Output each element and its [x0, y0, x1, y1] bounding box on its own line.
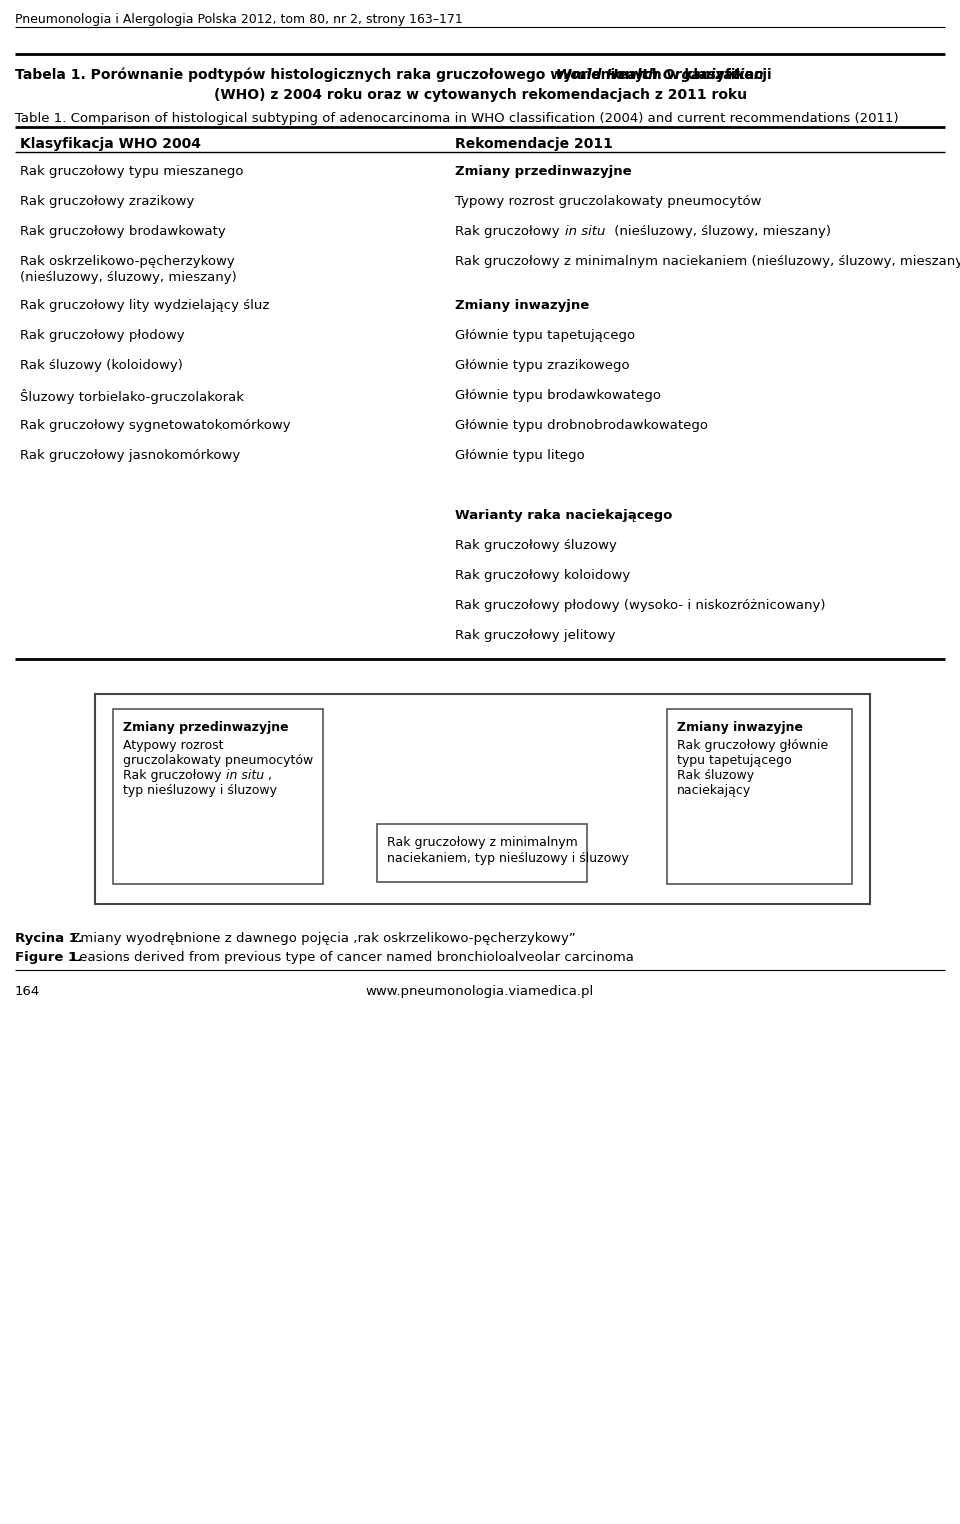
Text: Rak gruczołowy płodowy: Rak gruczołowy płodowy: [20, 329, 184, 341]
Text: in situ: in situ: [565, 226, 606, 238]
Text: gruczolakowaty pneumocytów: gruczolakowaty pneumocytów: [123, 754, 313, 767]
Text: Rak gruczołowy sygnetowatokomórkowy: Rak gruczołowy sygnetowatokomórkowy: [20, 419, 291, 431]
Text: (nieśluzowy, śluzowy, mieszany): (nieśluzowy, śluzowy, mieszany): [20, 271, 237, 283]
Text: Rak gruczołowy głównie: Rak gruczołowy głównie: [677, 739, 828, 751]
Text: Typowy rozrost gruczolakowaty pneumocytów: Typowy rozrost gruczolakowaty pneumocytó…: [455, 195, 761, 207]
Text: Rak gruczołowy: Rak gruczołowy: [455, 226, 564, 238]
Text: Rak gruczołowy zrazikowy: Rak gruczołowy zrazikowy: [20, 195, 194, 207]
Text: Klasyfikacja WHO 2004: Klasyfikacja WHO 2004: [20, 137, 201, 151]
Text: Pneumonologia i Alergologia Polska 2012, tom 80, nr 2, strony 163–171: Pneumonologia i Alergologia Polska 2012,…: [15, 14, 463, 26]
Text: Table 1. Comparison of histological subtyping of adenocarcinoma in WHO classific: Table 1. Comparison of histological subt…: [15, 111, 899, 125]
Text: Zmiany wyodrębnione z dawnego pojęcia ‚rak oskrzelikowo-pęcherzykowy”: Zmiany wyodrębnione z dawnego pojęcia ‚r…: [67, 933, 576, 945]
Text: (WHO) z 2004 roku oraz w cytowanych rekomendacjach z 2011 roku: (WHO) z 2004 roku oraz w cytowanych reko…: [213, 88, 747, 102]
Text: Rak oskrzelikowo-pęcherzykowy: Rak oskrzelikowo-pęcherzykowy: [20, 255, 235, 268]
Text: Rak śluzowy: Rak śluzowy: [677, 770, 755, 782]
Text: www.pneumonologia.viamedica.pl: www.pneumonologia.viamedica.pl: [366, 985, 594, 998]
Text: Zmiany inwazyjne: Zmiany inwazyjne: [455, 299, 589, 312]
Text: 164: 164: [15, 985, 40, 998]
Text: Zmiany przedinwazyjne: Zmiany przedinwazyjne: [455, 165, 632, 178]
Text: Głównie typu tapetującego: Głównie typu tapetującego: [455, 329, 636, 341]
Text: Rak gruczołowy z minimalnym naciekaniem (nieśluzowy, śluzowy, mieszany): Rak gruczołowy z minimalnym naciekaniem …: [455, 255, 960, 268]
Text: Zmiany przedinwazyjne: Zmiany przedinwazyjne: [123, 721, 289, 735]
Text: Głównie typu brodawkowatego: Głównie typu brodawkowatego: [455, 389, 661, 402]
Bar: [667, 709, 852, 884]
Text: Zmiany inwazyjne: Zmiany inwazyjne: [677, 721, 803, 735]
Text: Rak gruczołowy: Rak gruczołowy: [123, 770, 226, 782]
Text: typu tapetującego: typu tapetującego: [677, 754, 792, 767]
Text: Rekomendacje 2011: Rekomendacje 2011: [455, 137, 612, 151]
Text: naciekający: naciekający: [677, 783, 752, 797]
Text: Rak śluzowy (koloidowy): Rak śluzowy (koloidowy): [20, 360, 182, 372]
Text: Figure 1.: Figure 1.: [15, 951, 83, 965]
Text: Głównie typu zrazikowego: Głównie typu zrazikowego: [455, 360, 630, 372]
Text: Leasions derived from previous type of cancer named bronchioloalveolar carcinoma: Leasions derived from previous type of c…: [68, 951, 634, 965]
Text: Rak gruczołowy typu mieszanego: Rak gruczołowy typu mieszanego: [20, 165, 244, 178]
Bar: [377, 824, 587, 882]
Text: Tabela 1. Porównanie podtypów histologicznych raka gruczołowego wymienionych w k: Tabela 1. Porównanie podtypów histologic…: [15, 69, 777, 82]
Text: Rak gruczołowy z minimalnym: Rak gruczołowy z minimalnym: [387, 837, 578, 849]
Bar: [113, 709, 323, 884]
Text: ,: ,: [268, 770, 272, 782]
Text: Rycina 1.: Rycina 1.: [15, 933, 83, 945]
Text: Rak gruczołowy płodowy (wysoko- i niskozróżnicowany): Rak gruczołowy płodowy (wysoko- i niskoz…: [455, 599, 826, 613]
Text: Rak gruczołowy lity wydzielający śluz: Rak gruczołowy lity wydzielający śluz: [20, 299, 270, 312]
Text: World Health Organization: World Health Organization: [556, 69, 763, 82]
Text: (nieśluzowy, śluzowy, mieszany): (nieśluzowy, śluzowy, mieszany): [610, 226, 831, 238]
Text: in situ: in situ: [226, 770, 264, 782]
Text: Głównie typu litego: Głównie typu litego: [455, 450, 585, 462]
Text: typ nieśluzowy i śluzowy: typ nieśluzowy i śluzowy: [123, 783, 277, 797]
Text: Warianty raka naciekającego: Warianty raka naciekającego: [455, 509, 672, 523]
Text: naciekaniem, typ nieśluzowy i śluzowy: naciekaniem, typ nieśluzowy i śluzowy: [387, 852, 629, 866]
Text: Głównie typu drobnobrodawkowatego: Głównie typu drobnobrodawkowatego: [455, 419, 708, 431]
Text: Rak gruczołowy koloidowy: Rak gruczołowy koloidowy: [455, 568, 631, 582]
Text: Rak gruczołowy jelitowy: Rak gruczołowy jelitowy: [455, 629, 615, 642]
Text: Ŝluzowy torbielako-gruczolakorak: Ŝluzowy torbielako-gruczolakorak: [20, 389, 244, 404]
Bar: [95, 693, 870, 904]
Text: Rak gruczołowy śluzowy: Rak gruczołowy śluzowy: [455, 539, 617, 552]
Text: Atypowy rozrost: Atypowy rozrost: [123, 739, 224, 751]
Text: Rak gruczołowy brodawkowaty: Rak gruczołowy brodawkowaty: [20, 226, 226, 238]
Text: Rak gruczołowy jasnokomórkowy: Rak gruczołowy jasnokomórkowy: [20, 450, 240, 462]
